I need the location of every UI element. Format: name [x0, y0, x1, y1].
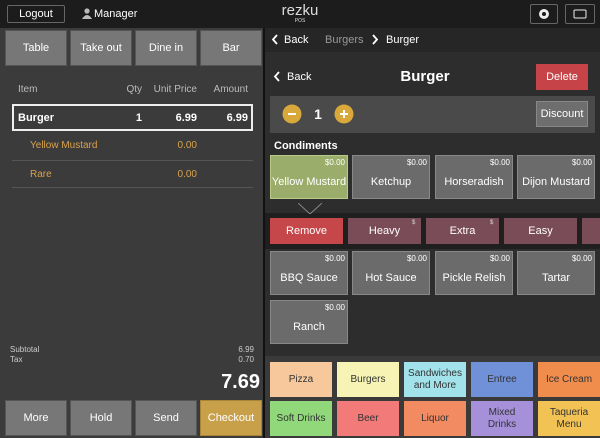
condiment-button[interactable]: Ketchup: [352, 155, 430, 199]
column-header: Item: [18, 84, 38, 95]
settings-button[interactable]: [530, 4, 558, 24]
chevron: [271, 34, 278, 45]
action-button[interactable]: Hold: [70, 400, 132, 436]
modifier-button[interactable]: Remove: [270, 218, 343, 244]
chevron: [273, 71, 280, 82]
increment-button[interactable]: [334, 104, 354, 124]
keyboard-button[interactable]: [565, 4, 595, 24]
chevron: [372, 34, 379, 45]
condiment-button[interactable]: BBQ Sauce: [270, 251, 348, 295]
subtotal-value: 6.99: [238, 345, 254, 354]
item-title: Burger: [400, 68, 450, 85]
order-type-button[interactable]: Dine in: [135, 30, 197, 66]
order-type-button[interactable]: Bar: [200, 30, 262, 66]
condiment-price: $0.00: [324, 303, 345, 312]
condiment-price: $0.00: [571, 158, 592, 167]
condiment-price: $0.00: [571, 254, 592, 263]
condiment-button[interactable]: Yellow Mustard: [270, 155, 348, 199]
category-button[interactable]: Beer: [337, 401, 399, 436]
condiment-price: $0.00: [406, 254, 427, 263]
quantity-value: 1: [314, 106, 322, 122]
condiment-button[interactable]: Horseradish: [435, 155, 513, 199]
user-icon: [82, 8, 92, 19]
top-bar: [0, 0, 600, 28]
breadcrumb-parent[interactable]: Burgers: [325, 34, 364, 46]
modifier-button[interactable]: Easy: [504, 218, 577, 244]
condiment-price: $0.00: [489, 158, 510, 167]
breadcrumb-bar: [265, 28, 600, 52]
category-button[interactable]: Soft Drinks: [270, 401, 332, 436]
selected-row[interactable]: [12, 104, 253, 131]
category-button[interactable]: Taqueria Menu: [538, 401, 600, 436]
category-button[interactable]: Mixed Drinks: [471, 401, 533, 436]
condiment-price: $0.00: [489, 254, 510, 263]
decrement-button[interactable]: [282, 104, 302, 124]
pointer: [298, 203, 322, 214]
order-type-button[interactable]: Table: [5, 30, 67, 66]
tax-label: Tax: [10, 355, 23, 364]
order-type-button[interactable]: Take out: [70, 30, 132, 66]
condiment-button[interactable]: Tartar: [517, 251, 595, 295]
separator: [12, 187, 253, 188]
condiment-price: $0.00: [406, 158, 427, 167]
modifier-price: 0.00: [177, 169, 197, 180]
action-button[interactable]: More: [5, 400, 67, 436]
item-name: Burger: [18, 112, 55, 124]
order-panel: [0, 28, 263, 438]
condiment-price: $0.00: [324, 158, 345, 167]
condiment-button[interactable]: Ranch: [270, 300, 348, 344]
breadcrumb-back[interactable]: Back: [284, 34, 309, 46]
modifier-name: Yellow Mustard: [30, 140, 98, 151]
condiment-button[interactable]: Hot Sauce: [352, 251, 430, 295]
category-button[interactable]: Entree: [471, 362, 533, 397]
condiment-button[interactable]: Pickle Relish: [435, 251, 513, 295]
discount-button[interactable]: Discount: [536, 101, 588, 127]
category-button[interactable]: Sandwiches and More: [404, 362, 466, 397]
item-qty: 1: [135, 112, 142, 124]
column-header: Amount: [213, 84, 248, 95]
condiment-price: $0.00: [324, 254, 345, 263]
modifier-price: 0.00: [177, 140, 197, 151]
separator: [12, 160, 253, 161]
item-unit-price: 6.99: [175, 112, 197, 124]
condiment-button[interactable]: Dijon Mustard: [517, 155, 595, 199]
action-button[interactable]: Checkout: [200, 400, 262, 436]
logo: rezku: [281, 2, 319, 19]
delete-button[interactable]: Delete: [536, 64, 588, 90]
category-button[interactable]: Liquor: [404, 401, 466, 436]
column-header: Qty: [126, 84, 142, 95]
column-header: Unit Price: [153, 84, 197, 95]
category-button[interactable]: Ice Cream: [538, 362, 600, 397]
modifier-button[interactable]: Heavy: [348, 218, 421, 244]
category-button[interactable]: Burgers: [337, 362, 399, 397]
category-button[interactable]: Pizza: [270, 362, 332, 397]
modifier-button-partial[interactable]: [582, 218, 600, 244]
tax-value: 0.70: [238, 355, 254, 364]
user-name: Manager: [94, 8, 138, 20]
logout-button[interactable]: Logout: [7, 5, 65, 23]
logo-sub: POS: [294, 18, 306, 24]
section-title: Condiments: [274, 140, 338, 152]
premium-marker: $: [412, 220, 416, 226]
back-button[interactable]: Back: [287, 71, 312, 83]
subtotal-label: Subtotal: [10, 345, 40, 354]
premium-marker: $: [490, 220, 494, 226]
breadcrumb-current: Burger: [386, 34, 420, 46]
action-button[interactable]: Send: [135, 400, 197, 436]
item-amount: 6.99: [226, 112, 248, 124]
total-value: 7.69: [221, 371, 260, 393]
divider: [263, 28, 265, 438]
modifier-name: Rare: [30, 169, 52, 180]
modifier-button[interactable]: Extra: [426, 218, 499, 244]
